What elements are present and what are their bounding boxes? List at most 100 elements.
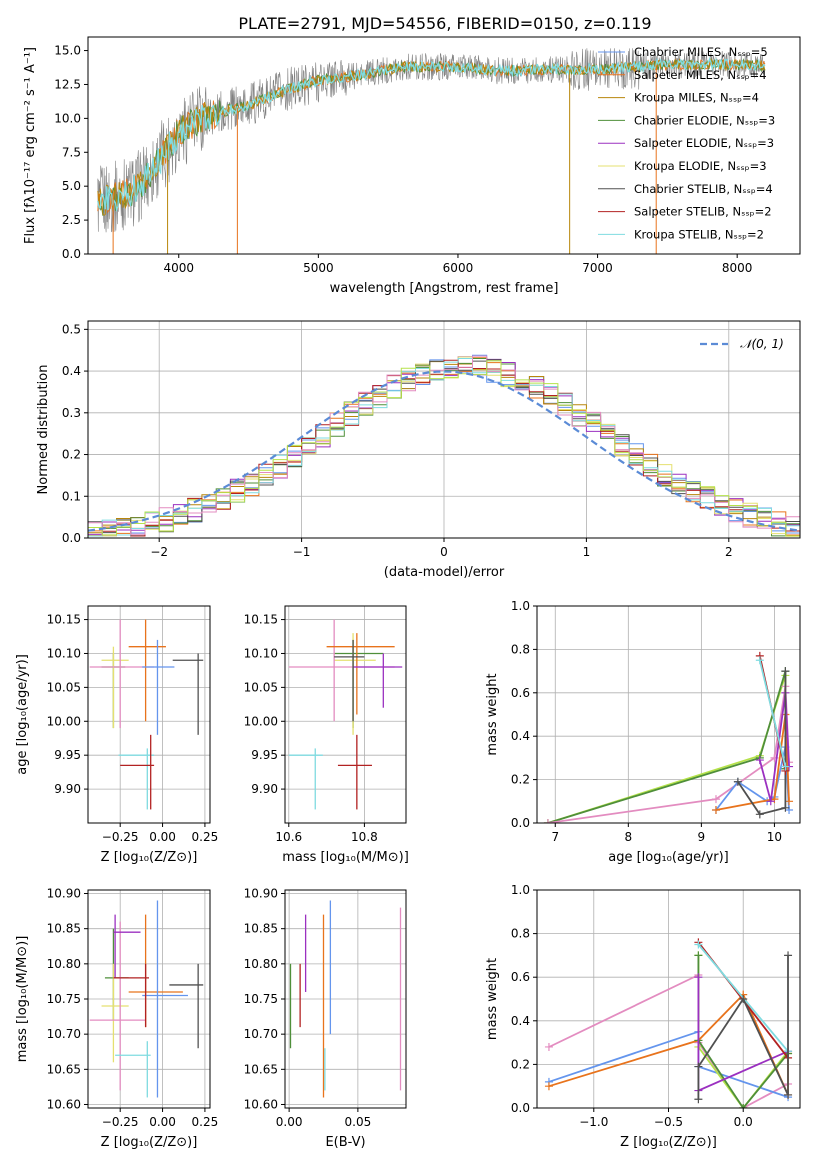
x-tick-label: 10.6: [275, 830, 302, 844]
x-tick-label: 7000: [582, 261, 613, 275]
series-line-chabrier_stelib: [737, 671, 787, 816]
axes-frame: [87, 605, 211, 824]
errorbar-point: [113, 914, 141, 978]
y-tick-label: 0.1: [62, 489, 81, 503]
legend-label: 𝒩(0, 1): [740, 337, 784, 351]
panels: 4000 5000 6000 7000 80000.02.55.07.510.012.5…: [15, 36, 801, 1150]
plot-area: [285, 606, 406, 823]
errorbar-point: [334, 633, 376, 735]
errorbar-point: [89, 619, 155, 729]
legend-label: Salpeter STELIB, Nₛₛₚ=2: [634, 205, 772, 219]
y-tick-label: 10.60: [47, 1097, 81, 1111]
x-tick-label: 4000: [163, 261, 194, 275]
y-tick-label: 10.85: [244, 922, 278, 936]
y-tick-label: 9.90: [251, 782, 278, 796]
axes-frame: [87, 320, 801, 539]
series-marker: [711, 805, 720, 814]
errorbar-point: [169, 963, 204, 1049]
x-tick-label: −1: [293, 545, 311, 559]
series-marker: [694, 1062, 703, 1071]
x-tick-label: 10.8: [351, 830, 378, 844]
errorbar-point: [101, 646, 129, 729]
x-tick-label: 0.00: [149, 1115, 176, 1129]
series-marker: [785, 797, 794, 806]
legend-label: Kroupa MILES, Nₛₛₚ=4: [634, 91, 759, 105]
series-marker: [544, 1082, 553, 1091]
series-marker: [755, 656, 764, 665]
y-tick-label: 0.5: [62, 322, 81, 336]
y-tick-label: 10.60: [244, 1097, 278, 1111]
y-tick-label: 0.0: [511, 1101, 530, 1115]
errorbar-point: [288, 748, 323, 810]
y-axis-label: mass weight: [485, 673, 500, 755]
y-tick-label: 10.80: [244, 957, 278, 971]
series-marker: [544, 1042, 553, 1051]
y-tick-label: 0.6: [511, 970, 530, 984]
panel-residuals: −2 −1 0 1 2 0.0 0.1 0.2 0.3 0.4 0.5 (data-model)/er…: [36, 320, 801, 580]
histogram-pink: [88, 355, 800, 536]
errorbar-point: [118, 748, 155, 810]
x-tick-label: 2: [725, 545, 733, 559]
panel-weight_vs_z: −1.0 −0.5 0.0 0.0 0.2 0.4 0.6 0.8 1.0 Z [log₁₀(Z/…: [485, 883, 801, 1150]
errorbar-point: [288, 619, 395, 722]
y-tick-label: 0.2: [511, 773, 530, 787]
y-tick-label: 0.8: [511, 927, 530, 941]
series-line-salpeter_elodie: [758, 692, 790, 802]
legend-label: Kroupa STELIB, Nₛₛₚ=2: [634, 227, 764, 241]
plot-area: [88, 606, 210, 823]
panel-mass_vs_ebv: 0.00 0.05 10.60 10.65 10.70 10.75 10.80 10.85 10…: [244, 887, 407, 1150]
legend: 𝒩(0, 1): [700, 337, 784, 351]
errorbar-point: [128, 619, 166, 722]
x-axis-label: age [log₁₀(age/yr)]: [608, 850, 729, 865]
series-marker: [784, 951, 793, 960]
series-line-chabrier_miles: [715, 746, 790, 811]
x-tick-label: 10: [767, 830, 782, 844]
axes-frame: [536, 889, 801, 1109]
histogram-lime: [88, 360, 800, 537]
y-tick-label: 10.05: [47, 680, 81, 694]
y-tick-label: 10.80: [47, 957, 81, 971]
errorbar-point: [142, 900, 188, 1098]
errorbar-point: [334, 639, 365, 722]
series-marker: [781, 803, 790, 812]
plot-area: [88, 321, 800, 538]
x-tick-label: 0.00: [276, 1115, 303, 1129]
errorbar-point: [113, 963, 149, 1028]
errorbar-point: [89, 921, 146, 1091]
x-axis-label: Z [log₁₀(Z/Z⊙)]: [101, 1135, 198, 1150]
x-tick-label: −2: [150, 545, 168, 559]
y-tick-label: 7.5: [62, 145, 81, 159]
series-marker: [711, 795, 720, 804]
y-tick-label: 10.00: [244, 714, 278, 728]
series-marker: [694, 940, 703, 949]
y-tick-label: 10.10: [47, 646, 81, 660]
errorbar-point: [101, 963, 129, 1063]
series-marker: [543, 819, 552, 823]
y-tick-label: 10.70: [47, 1027, 81, 1041]
legend-label: Chabrier STELIB, Nₛₛₚ=4: [634, 182, 773, 196]
y-tick-label: 2.5: [62, 213, 81, 227]
errorbar-point: [337, 734, 372, 810]
y-tick-label: 0.2: [62, 448, 81, 462]
x-tick-label: −0.25: [102, 1115, 139, 1129]
panel-spectrum: 4000 5000 6000 7000 8000 0.0 2.5 5.0 7.5 10.0 12.5…: [23, 36, 801, 296]
axes-frame: [284, 889, 407, 1109]
x-tick-label: 6000: [443, 261, 474, 275]
y-tick-label: 10.90: [47, 887, 81, 901]
errorbar-point: [353, 653, 403, 708]
series-marker: [739, 995, 748, 1003]
series-marker: [784, 1090, 793, 1099]
y-tick-label: 10.85: [47, 922, 81, 936]
series-line-salpeter_miles: [715, 714, 790, 811]
series-marker: [755, 810, 764, 819]
y-tick-label: 9.95: [251, 748, 278, 762]
y-tick-label: 10.75: [47, 992, 81, 1006]
normal-curve: [88, 370, 800, 532]
x-tick-label: 8000: [722, 261, 753, 275]
series-line-kroupa_stelib: [758, 660, 787, 767]
y-tick-label: 10.00: [47, 714, 81, 728]
errorbar-point: [120, 734, 155, 810]
y-tick-label: 0.0: [62, 247, 81, 261]
y-tick-label: 0.6: [511, 686, 530, 700]
